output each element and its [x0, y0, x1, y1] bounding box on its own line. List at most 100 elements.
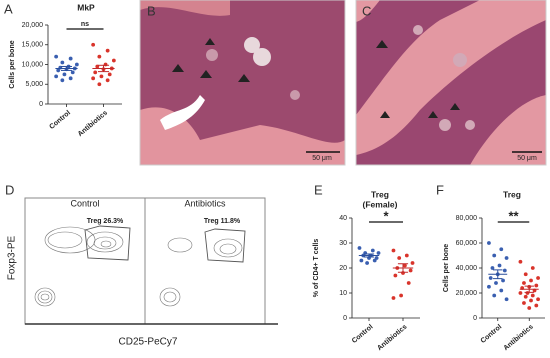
y-tick-label: 40: [339, 215, 347, 222]
image-frame: [355, 0, 547, 166]
panel-label: E: [314, 182, 323, 197]
y-tick-label: 5,000: [25, 81, 43, 88]
data-point: [523, 294, 528, 299]
data-point: [534, 303, 539, 308]
data-point: [487, 284, 491, 289]
y-tick-label: 30: [339, 240, 347, 247]
chart-title: MkP: [77, 2, 95, 12]
data-point: [499, 247, 504, 252]
y-tick-label: 10: [339, 290, 347, 297]
data-point: [529, 298, 533, 303]
y-tick-label: 60,000: [456, 240, 478, 247]
data-point: [494, 281, 498, 285]
panel-label: C: [362, 3, 371, 18]
y-tick-label: 80,000: [456, 215, 478, 222]
mean-error-bar: [519, 285, 539, 293]
data-point: [91, 42, 96, 47]
y-tick-label: 0: [39, 101, 43, 108]
data-point: [105, 48, 110, 53]
x-tick-label: Control: [351, 324, 375, 345]
mean-error-bar: [55, 65, 78, 71]
chart-title: Treg: [503, 189, 521, 199]
data-point: [497, 263, 502, 268]
data-point: [523, 272, 528, 277]
data-point: [399, 293, 403, 298]
gate-label: Treg 11.8%: [204, 218, 241, 225]
scale-label: 50 μm: [517, 155, 537, 162]
data-point: [370, 248, 375, 253]
data-point: [397, 256, 402, 260]
data-point: [410, 261, 415, 265]
chart-title: (Female): [363, 199, 398, 209]
data-point: [391, 296, 396, 300]
data-point: [391, 248, 396, 253]
data-point: [372, 258, 377, 263]
data-point: [99, 74, 104, 79]
data-point: [111, 58, 116, 63]
panel-label: B: [147, 3, 156, 18]
data-point: [54, 54, 59, 59]
y-tick-label: 10,000: [22, 61, 44, 68]
data-point: [93, 70, 98, 75]
panel-label: F: [436, 182, 444, 197]
data-point: [60, 60, 65, 65]
data-point: [527, 306, 532, 310]
y-tick-label: 15,000: [22, 42, 44, 49]
data-point: [60, 78, 65, 83]
data-point: [376, 251, 381, 255]
data-point: [536, 276, 540, 280]
data-point: [70, 70, 75, 75]
data-point: [393, 273, 398, 278]
significance-label: *: [383, 208, 389, 223]
histology-image: [140, 0, 345, 165]
data-point: [68, 56, 73, 61]
y-axis-label: Cells per bone: [443, 244, 450, 292]
mean-error-bar: [392, 263, 414, 273]
y-tick-label: 20,000: [22, 22, 44, 29]
data-point: [499, 288, 504, 293]
data-point: [403, 263, 407, 268]
data-point: [504, 256, 509, 260]
axis-label: Foxp3-PE: [7, 235, 18, 280]
y-tick-label: 40,000: [456, 265, 478, 272]
data-point: [105, 78, 110, 83]
data-point: [56, 68, 61, 73]
data-point: [488, 276, 493, 280]
data-point: [487, 241, 491, 245]
x-tick-label: Antibiotics: [376, 324, 408, 353]
data-point: [97, 54, 102, 59]
data-point: [357, 246, 362, 250]
data-point: [492, 253, 497, 258]
data-point: [502, 268, 507, 273]
y-axis-label: Cells per bone: [9, 40, 16, 88]
scale-label: 50 μm: [312, 155, 332, 162]
data-point: [365, 261, 369, 265]
flow-title: Antibiotics: [184, 198, 226, 208]
data-point: [404, 253, 409, 258]
panel-label: D: [5, 182, 14, 197]
flow-panel: [24, 197, 278, 325]
data-point: [54, 74, 59, 79]
data-point: [490, 266, 495, 270]
mean-error-bar: [358, 253, 380, 258]
data-point: [504, 297, 509, 302]
data-point: [530, 266, 535, 270]
x-tick-label: Antibiotics: [77, 110, 109, 139]
data-point: [536, 297, 540, 302]
significance-label: **: [508, 208, 519, 223]
data-point: [501, 278, 505, 283]
panel-label: A: [4, 1, 13, 16]
axis-label: CD25-PeCy7: [119, 337, 178, 348]
data-point: [97, 82, 102, 87]
data-point: [107, 72, 112, 77]
chart-title: Treg: [371, 189, 389, 199]
data-point: [492, 293, 497, 298]
image-frame: [139, 0, 346, 166]
gate-label: Treg 26.3%: [87, 218, 124, 225]
x-tick-label: Antibiotics: [503, 324, 535, 353]
data-point: [518, 259, 523, 264]
mean-error-bar: [92, 64, 115, 73]
flow-title: Control: [70, 198, 99, 208]
mean-error-bar: [488, 269, 508, 280]
significance-label: ns: [81, 21, 89, 28]
